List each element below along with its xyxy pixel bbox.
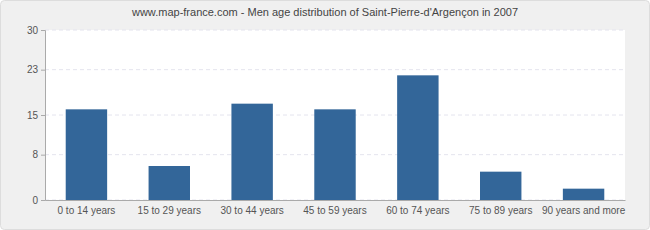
grid-line [45,30,625,31]
x-tick: 75 to 89 years [469,200,532,216]
title: www.map-france.com - Men age distributio… [131,6,518,18]
x-tick: 90 years and more [542,200,626,216]
y-tick: 15 [27,110,45,121]
x-tick-label: 15 to 29 years [138,205,201,216]
background [1,1,650,230]
y-axis: 0 8 15 23 30 [27,25,46,206]
x-tick-label: 75 to 89 years [469,205,532,216]
x-tick: 15 to 29 years [138,200,201,216]
y-axis-line [41,31,46,201]
y-tick-label: 15 [27,110,39,121]
x-tick: 0 to 14 years [58,200,116,216]
plot-area [45,30,625,200]
y-tick-mark [41,115,45,116]
y-tick-label: 23 [27,64,39,75]
bar [397,75,438,200]
y-tick-mark [41,155,45,156]
bars [66,75,605,200]
y-tick-label: 0 [32,195,38,206]
y-tick-mark [41,70,45,71]
x-tick-label: 30 to 44 years [220,205,283,216]
x-tick-label: 60 to 74 years [386,205,449,216]
bar [66,109,107,200]
chart: www.map-france.com - Men age distributio… [0,0,650,230]
grid-line [45,69,625,70]
x-axis-line [46,200,626,201]
y-tick-mark [41,30,45,31]
bar [480,172,521,200]
bar [314,109,355,200]
y-tick: 23 [27,64,45,75]
y-tick-label: 30 [27,25,39,36]
y-tick-label: 8 [32,149,38,160]
y-tick-mark [41,200,45,201]
x-tick-label: 0 to 14 years [58,205,116,216]
x-tick-label: 90 years and more [542,205,626,216]
x-tick: 30 to 44 years [220,200,283,216]
x-tick-label: 45 to 59 years [303,205,366,216]
bar [231,104,272,200]
bar [149,166,190,200]
y-tick: 0 [32,195,45,206]
y-tick: 30 [27,25,45,36]
grid [45,30,625,200]
y-tick: 8 [32,149,45,160]
x-tick: 45 to 59 years [303,200,366,216]
x-axis: 0 to 14 years 15 to 29 years 30 to 44 year… [46,200,626,216]
bar [563,189,604,200]
x-tick: 60 to 74 years [386,200,449,216]
